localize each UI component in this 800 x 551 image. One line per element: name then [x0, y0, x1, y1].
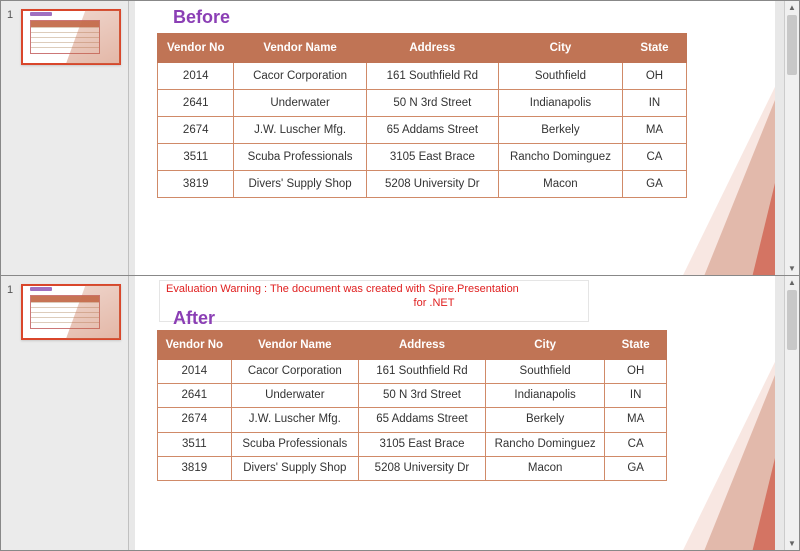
- table-row: 2641Underwater50 N 3rd StreetIndianapoli…: [158, 90, 687, 117]
- table-row: 3819Divers' Supply Shop5208 University D…: [158, 171, 687, 198]
- col-vendor-name: Vendor Name: [234, 34, 366, 63]
- thumbnail-panel-2: 1: [1, 276, 129, 550]
- col-state: State: [605, 331, 667, 360]
- evaluation-warning: Evaluation Warning : The document was cr…: [159, 280, 589, 322]
- table-row: 3511Scuba Professionals3105 East BraceRa…: [158, 432, 667, 456]
- presentation-2: 1 Evaluation Warning : The document was …: [1, 276, 799, 550]
- vendor-table-before: Vendor No Vendor Name Address City State…: [157, 33, 687, 198]
- thumbnail-number: 1: [7, 284, 17, 296]
- table-row: 2674J.W. Luscher Mfg.65 Addams StreetBer…: [158, 117, 687, 144]
- presentation-1: 1 Before Vendor No Vendor Name Address C…: [1, 1, 799, 276]
- table-row: 2641Underwater50 N 3rd StreetIndianapoli…: [158, 384, 667, 408]
- slide-2[interactable]: Evaluation Warning : The document was cr…: [135, 276, 775, 550]
- col-city: City: [485, 331, 604, 360]
- slide-thumbnail-1[interactable]: [21, 9, 121, 65]
- slide-area-2: Evaluation Warning : The document was cr…: [129, 276, 799, 550]
- app-root: 1 Before Vendor No Vendor Name Address C…: [1, 1, 799, 550]
- table-row: 2014Cacor Corporation161 Southfield RdSo…: [158, 360, 667, 384]
- col-vendor-name: Vendor Name: [231, 331, 358, 360]
- slide-thumbnail-2[interactable]: [21, 284, 121, 340]
- slide-1[interactable]: Before Vendor No Vendor Name Address Cit…: [135, 1, 775, 275]
- scroll-down-icon[interactable]: ▼: [785, 262, 799, 275]
- table-header-row: Vendor No Vendor Name Address City State: [158, 331, 667, 360]
- scroll-up-icon[interactable]: ▲: [785, 276, 799, 289]
- table-body: 2014Cacor Corporation161 Southfield RdSo…: [158, 360, 667, 481]
- table-header-row: Vendor No Vendor Name Address City State: [158, 34, 687, 63]
- scroll-thumb[interactable]: [787, 290, 797, 350]
- thumbnail-panel-1: 1: [1, 1, 129, 275]
- scroll-down-icon[interactable]: ▼: [785, 537, 799, 550]
- vertical-scrollbar-2[interactable]: ▲ ▼: [784, 276, 799, 550]
- col-vendor-no: Vendor No: [158, 331, 232, 360]
- col-address: Address: [366, 34, 498, 63]
- table-row: 3511Scuba Professionals3105 East BraceRa…: [158, 144, 687, 171]
- col-city: City: [498, 34, 622, 63]
- table-row: 3819Divers' Supply Shop5208 University D…: [158, 456, 667, 480]
- col-address: Address: [358, 331, 485, 360]
- table-row: 2674J.W. Luscher Mfg.65 Addams StreetBer…: [158, 408, 667, 432]
- slide-title-before: Before: [173, 7, 230, 28]
- table-row: 2014Cacor Corporation161 Southfield RdSo…: [158, 63, 687, 90]
- col-vendor-no: Vendor No: [158, 34, 234, 63]
- thumbnail-number: 1: [7, 9, 17, 21]
- table-body: 2014Cacor Corporation161 Southfield RdSo…: [158, 63, 687, 198]
- scroll-thumb[interactable]: [787, 15, 797, 75]
- slide-area-1: Before Vendor No Vendor Name Address Cit…: [129, 1, 799, 275]
- scroll-up-icon[interactable]: ▲: [785, 1, 799, 14]
- warning-line-2: for .NET: [166, 296, 582, 310]
- vendor-table-after: Vendor No Vendor Name Address City State…: [157, 330, 667, 481]
- col-state: State: [622, 34, 686, 63]
- warning-line-1: Evaluation Warning : The document was cr…: [166, 283, 519, 295]
- slide-title-after: After: [173, 308, 215, 329]
- vertical-scrollbar-1[interactable]: ▲ ▼: [784, 1, 799, 275]
